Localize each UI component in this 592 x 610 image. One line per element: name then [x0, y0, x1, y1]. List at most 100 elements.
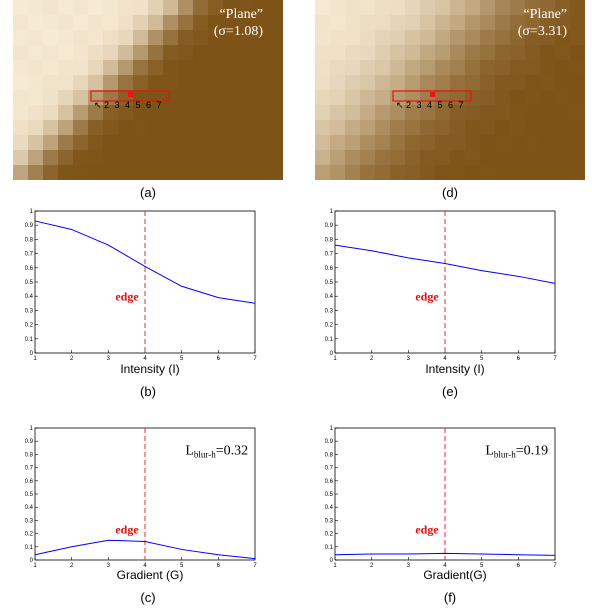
image-d-pixel	[465, 150, 481, 166]
image-d-pixel	[540, 45, 556, 61]
chart-b-xtick-label: 1	[33, 356, 37, 362]
image-d-pixel	[450, 0, 466, 16]
chart-f-blur-annotation-sub: blur-h	[494, 449, 516, 459]
image-d-pixel	[540, 165, 556, 180]
chart-f-xtick-label: 1	[333, 563, 337, 569]
chart-f-ytick-label: 0.4	[325, 505, 334, 511]
image-d-pixel	[345, 15, 361, 31]
image-d-pixel	[435, 45, 451, 61]
chart-b-ytick-label: 0.2	[25, 323, 34, 329]
image-d-pixel	[375, 0, 391, 16]
image-a-title: “Plane” (σ=1.08)	[214, 6, 263, 40]
image-d-pixel	[315, 150, 331, 166]
image-d-pixel	[345, 135, 361, 151]
image-d-pixel	[375, 15, 391, 31]
image-d-pixel	[480, 120, 496, 136]
image-a-pixel	[13, 165, 29, 180]
image-d-pixel	[540, 120, 556, 136]
chart-c-ytick-label: 0.3	[25, 518, 34, 524]
caption-c: (c)	[118, 590, 178, 605]
image-d-center-marker	[430, 92, 435, 97]
image-a-pixel	[133, 0, 149, 16]
image-a-pixel	[13, 150, 29, 166]
image-d-pixel	[315, 90, 331, 106]
image-d-pixel	[390, 120, 406, 136]
image-d-pixel	[405, 120, 421, 136]
image-a-box-number: 2	[104, 100, 109, 110]
image-d-box-number: 3	[417, 100, 422, 110]
chart-c-ytick-label: 0.8	[25, 452, 34, 458]
image-a-pixel	[73, 120, 89, 136]
chart-e: 00.10.20.30.40.50.60.70.80.911 2 3 4 5 6 7edge	[325, 203, 565, 363]
image-d-pixel	[480, 30, 496, 46]
image-d-pixel	[420, 120, 436, 136]
image-a-pixel	[58, 105, 74, 121]
image-d-pixel	[390, 0, 406, 16]
image-d-pixel	[435, 150, 451, 166]
image-a-pixel	[148, 60, 164, 76]
image-a-pixel	[28, 0, 44, 16]
image-d-pixel	[375, 45, 391, 61]
image-d-pixel	[360, 0, 376, 16]
image-d-pixel	[315, 30, 331, 46]
image-a-pixel	[208, 165, 224, 180]
image-d-pixel	[510, 150, 526, 166]
image-d-pixel	[435, 30, 451, 46]
image-a-pixel	[43, 15, 59, 31]
image-d-pixel	[525, 120, 541, 136]
image-a-pixel	[253, 45, 269, 61]
image-a-pixel	[223, 90, 239, 106]
image-a-pixel	[163, 0, 179, 16]
image-a-pixel	[13, 15, 29, 31]
image-a-pixel	[178, 150, 194, 166]
image-a-pixel	[73, 0, 89, 16]
image-a-pixel	[118, 30, 134, 46]
image-d-pixel	[525, 135, 541, 151]
image-d-pixel	[540, 105, 556, 121]
image-d-pixel	[435, 165, 451, 180]
image-a-box-number: 4	[125, 100, 130, 110]
chart-c-ytick-label: 0.5	[25, 492, 34, 498]
image-d-pixel	[420, 75, 436, 91]
chart-f-blur-annotation-value: =0.19	[516, 443, 548, 458]
image-a-pixel	[148, 75, 164, 91]
chart-e-ytick-label: 1	[330, 209, 334, 215]
image-d-pixel	[330, 90, 346, 106]
image-a-pixel	[193, 60, 209, 76]
image-a-pixel	[28, 75, 44, 91]
image-a-pixel	[103, 30, 119, 46]
image-a-pixel	[43, 75, 59, 91]
image-d-pixel	[465, 120, 481, 136]
image-a-pixel	[43, 60, 59, 76]
image-d-pixel	[420, 15, 436, 31]
image-d-pixel	[450, 60, 466, 76]
chart-c-xlabel: Gradient (G)	[50, 568, 250, 582]
image-d-pixel	[525, 165, 541, 180]
chart-e-ytick-label: 0.5	[325, 280, 334, 286]
image-a-pixel	[178, 15, 194, 31]
image-d-pixel	[345, 120, 361, 136]
image-a-pixel	[253, 60, 269, 76]
image-a-pixel	[163, 45, 179, 61]
image-d-pixel	[570, 75, 585, 91]
image-d-pixel	[480, 90, 496, 106]
chart-c-ytick-label: 0.1	[25, 545, 34, 551]
image-a-pixel	[88, 75, 104, 91]
image-d-pixel	[525, 105, 541, 121]
image-d-pixel	[360, 75, 376, 91]
image-a-pixel	[178, 90, 194, 106]
image-d-pixel	[360, 90, 376, 106]
image-d-pixel	[390, 135, 406, 151]
chart-f-xlabel: Gradient(G)	[355, 568, 555, 582]
image-d-pixel	[315, 120, 331, 136]
image-d-title-line2: (σ=3.31)	[518, 23, 567, 40]
image-a-pixel	[88, 15, 104, 31]
image-a-pixel	[268, 90, 283, 106]
image-a-pixel	[103, 15, 119, 31]
image-d-pixel	[495, 90, 511, 106]
image-d-pixel	[555, 90, 571, 106]
image-d-pixel	[390, 60, 406, 76]
image-a-pixel	[238, 105, 254, 121]
chart-e-xlabel: Intensity (I)	[355, 362, 555, 376]
image-a-pixel	[28, 60, 44, 76]
